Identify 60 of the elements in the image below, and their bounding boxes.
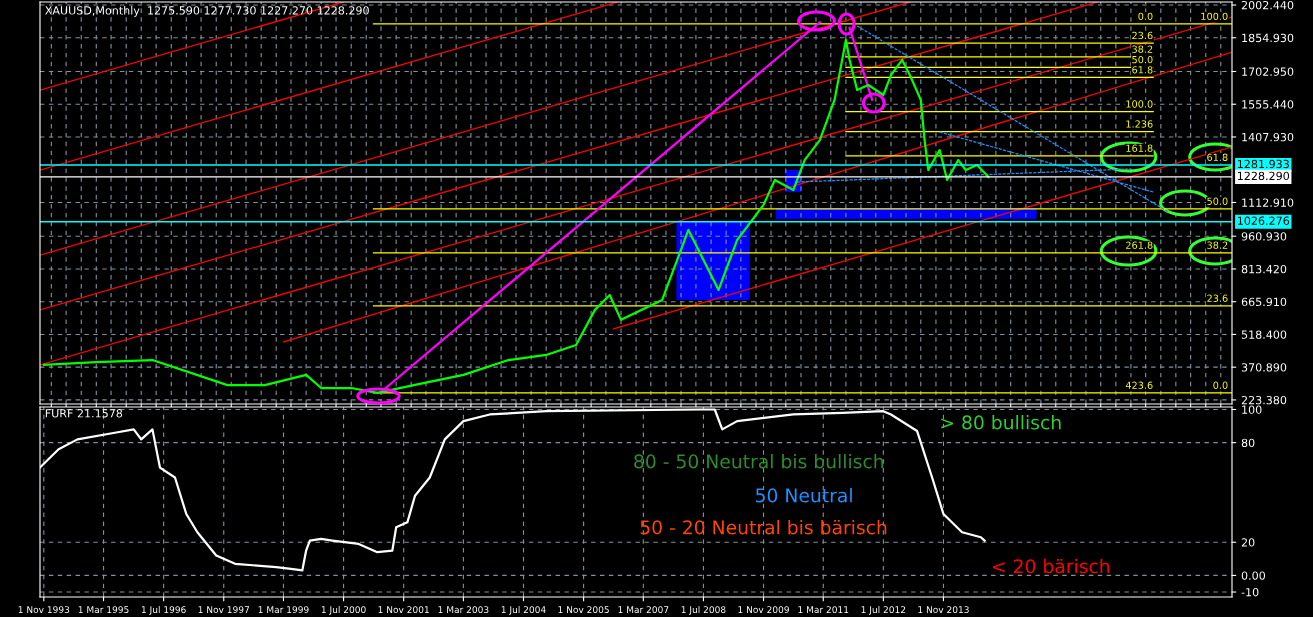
annotation: 38.2 <box>1207 241 1228 249</box>
y-tick-label: 518.400 <box>1241 330 1287 339</box>
annotation: 100.0 <box>1201 12 1228 21</box>
annotation: 50 - 20 Neutral bis bärisch <box>640 519 887 535</box>
x-tick-label: 1 Nov 1997 <box>198 606 250 614</box>
x-tick-label: 1 Jul 2004 <box>501 606 546 615</box>
chart-title: FURF 21.1578 <box>45 409 123 418</box>
x-tick-label: 1 Nov 2005 <box>558 606 609 614</box>
y-tick-label: 0.00 <box>1241 571 1266 580</box>
y-tick-label: 2002.440 <box>1241 0 1294 10</box>
x-tick-label: 1 Mar 2011 <box>798 606 849 614</box>
line-series <box>42 38 990 395</box>
annotation: 261.8 <box>1126 241 1153 249</box>
y-tick-label: 20 <box>1241 538 1255 547</box>
x-tick-label: 1 Mar 1995 <box>78 606 129 614</box>
annotation: 38.2 <box>1132 45 1153 53</box>
ref-line-label: 1026.276 <box>1237 216 1290 225</box>
y-tick-label: 960.930 <box>1241 232 1287 241</box>
x-tick-label: 1 Jul 2008 <box>681 606 726 615</box>
x-tick-label: 1 Jul 2000 <box>321 606 366 615</box>
annotation: 23.6 <box>1132 31 1153 40</box>
y-tick-label: 1702.950 <box>1242 67 1294 76</box>
annotation: 161.8 <box>1126 144 1153 152</box>
y-tick-label: 1555.440 <box>1242 100 1294 109</box>
x-tick-label: 1 Mar 1999 <box>258 606 309 614</box>
annotation: > 80 bullisch <box>941 415 1061 430</box>
x-tick-label: 1 Nov 2013 <box>918 606 969 614</box>
annotation: < 20 bärisch <box>992 558 1110 574</box>
annotation: 0.0 <box>1138 12 1153 21</box>
y-tick-label: 665.910 <box>1241 297 1287 307</box>
chart-title: XAUUSD,Monthly 1275.590 1277.730 1227.270 1228.290 <box>45 6 369 17</box>
y-tick-label: -10 <box>1241 588 1259 597</box>
annotation: 100.0 <box>1126 100 1153 108</box>
x-tick-label: 1 Jul 1996 <box>141 606 186 615</box>
annotation: 1.236 <box>1126 120 1153 128</box>
y-tick-label: 100 <box>1242 405 1262 414</box>
x-tick-label: 1 Mar 2007 <box>618 606 669 614</box>
y-tick-label: 80 <box>1241 438 1255 448</box>
y-tick-label: 1407.930 <box>1242 132 1294 142</box>
ref-line-label: 1281.933 <box>1237 159 1289 169</box>
ref-line-label: 1228.290 <box>1237 171 1290 181</box>
annotation: 80 - 50 Neutral bis bullisch <box>634 453 884 469</box>
x-tick-label: 1 Mar 2003 <box>438 606 489 614</box>
y-tick-label: 1854.930 <box>1242 33 1294 43</box>
annotation: 23.6 <box>1207 294 1228 302</box>
annotation: 50 Neutral <box>756 487 852 503</box>
annotation: 50.0 <box>1207 197 1228 205</box>
y-tick-label: 223.380 <box>1241 395 1287 405</box>
annotation: 423.6 <box>1125 381 1153 389</box>
x-tick-label: 1 Jul 2012 <box>861 606 906 615</box>
y-tick-label: 1112.910 <box>1242 198 1294 207</box>
y-tick-label: 813.420 <box>1241 264 1287 274</box>
annotation: 50.0 <box>1132 55 1153 64</box>
annotation: 0.0 <box>1213 381 1228 389</box>
annotation: 61.8 <box>1132 66 1153 74</box>
x-tick-label: 1 Nov 1993 <box>18 606 70 614</box>
annotation: 61.8 <box>1207 153 1228 161</box>
x-tick-label: 1 Nov 2001 <box>378 606 429 614</box>
y-tick-label: 370.890 <box>1241 363 1287 372</box>
x-tick-label: 1 Nov 2009 <box>738 606 789 614</box>
